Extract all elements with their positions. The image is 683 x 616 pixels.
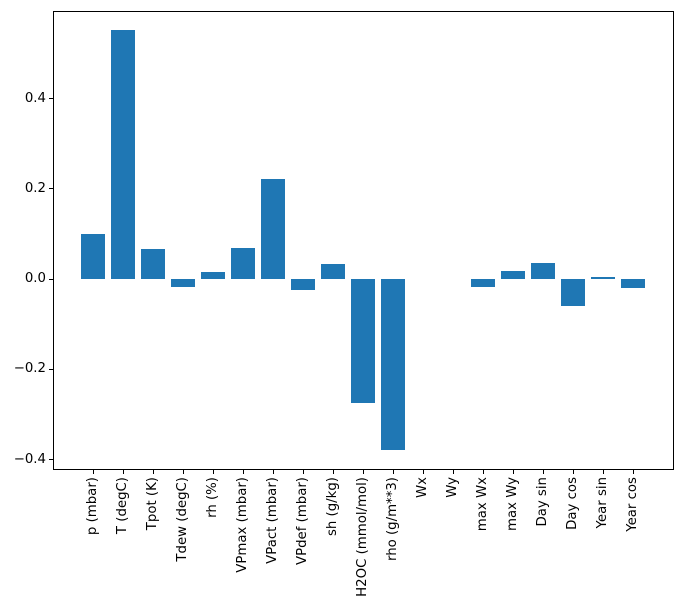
x-tick-label: rho (g/m**3): [385, 477, 401, 562]
x-tick-label: rh (%): [205, 477, 221, 518]
x-tick-label: Year cos: [625, 477, 641, 532]
x-tick-mark: [362, 470, 364, 474]
x-tick-label: Day cos: [565, 477, 581, 530]
bar-day-sin: [531, 262, 556, 280]
x-tick-label: T (degC): [115, 477, 131, 535]
x-tick-label: max Wx: [475, 477, 491, 532]
bar-max-wy: [501, 271, 526, 280]
bar-year-sin: [591, 277, 616, 280]
x-tick-mark: [272, 470, 274, 474]
x-tick-label: Wy: [445, 477, 461, 498]
x-tick-label: VPdef (mbar): [295, 477, 311, 566]
x-tick-label: p (mbar): [85, 477, 101, 536]
y-tick-label: −0.4: [13, 451, 46, 467]
x-tick-label: max Wy: [505, 477, 521, 531]
x-tick-mark: [632, 470, 634, 474]
bar-sh-g-kg: [321, 263, 346, 280]
x-tick-label: Wx: [415, 477, 431, 499]
y-tick-label: 0.0: [24, 271, 46, 287]
x-tick-mark: [212, 470, 214, 474]
x-tick-mark: [332, 470, 334, 474]
x-tick-mark: [302, 470, 304, 474]
bar-tdew-degc: [171, 279, 196, 288]
x-tick-mark: [152, 470, 154, 474]
bar-rh: [201, 272, 226, 280]
bar-max-wx: [471, 279, 496, 288]
bar-vpact-mbar: [261, 178, 286, 280]
y-tick-mark: [49, 459, 53, 461]
x-tick-mark: [602, 470, 604, 474]
y-tick-label: −0.2: [13, 361, 46, 377]
x-tick-mark: [452, 470, 454, 474]
bar-year-cos: [621, 279, 646, 288]
bar-vpdef-mbar: [291, 279, 316, 290]
y-tick-label: 0.4: [24, 90, 46, 106]
bar-t-degc: [111, 29, 136, 280]
x-tick-mark: [182, 470, 184, 474]
bar-vpmax-mbar: [231, 247, 256, 280]
y-tick-mark: [49, 188, 53, 190]
x-tick-mark: [482, 470, 484, 474]
y-tick-label: 0.2: [24, 180, 46, 196]
x-tick-label: Day sin: [535, 477, 551, 527]
x-tick-label: VPact (mbar): [265, 477, 281, 564]
bar-p-mbar: [81, 233, 106, 280]
x-tick-mark: [392, 470, 394, 474]
x-tick-label: VPmax (mbar): [235, 477, 251, 573]
x-tick-mark: [422, 470, 424, 474]
bar-h2oc-mmol-mol: [351, 279, 376, 404]
bar-day-cos: [561, 279, 586, 307]
x-tick-label: sh (g/kg): [325, 477, 341, 537]
x-tick-label: Tdew (degC): [175, 477, 191, 562]
x-tick-mark: [572, 470, 574, 474]
x-tick-mark: [122, 470, 124, 474]
y-tick-mark: [49, 368, 53, 370]
bar-rho-g-m-3: [381, 279, 406, 451]
x-tick-mark: [542, 470, 544, 474]
bar-tpot-k: [141, 248, 166, 280]
y-tick-mark: [49, 278, 53, 280]
x-tick-mark: [512, 470, 514, 474]
x-tick-label: Tpot (K): [145, 477, 161, 531]
x-tick-mark: [242, 470, 244, 474]
x-tick-mark: [92, 470, 94, 474]
y-tick-mark: [49, 98, 53, 100]
x-tick-label: Year sin: [595, 477, 611, 529]
x-tick-label: H2OC (mmol/mol): [355, 477, 371, 597]
